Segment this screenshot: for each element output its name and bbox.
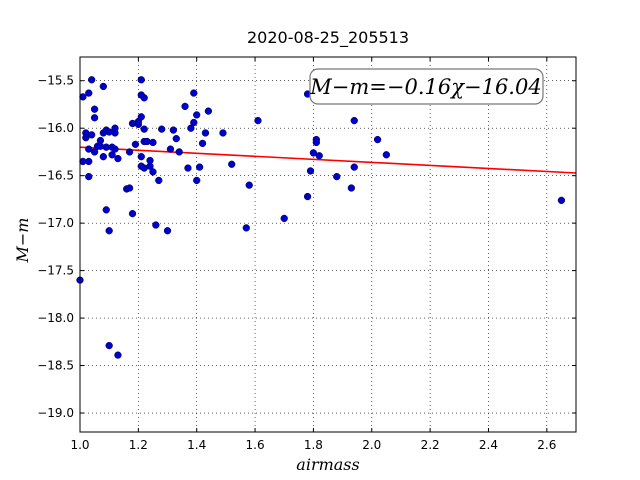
data-point [90, 148, 99, 156]
x-tick-label: 2.0 [362, 438, 381, 452]
y-tick-label: −19.0 [37, 406, 74, 420]
y-tick-label: −16.5 [37, 169, 74, 183]
data-point [149, 138, 157, 147]
data-point [187, 124, 195, 132]
data-point [85, 157, 93, 166]
data-point [280, 214, 288, 223]
data-point [102, 206, 110, 214]
data-point [312, 138, 320, 147]
data-point [155, 176, 163, 185]
x-tick-label: 2.6 [537, 438, 556, 452]
x-tick-label: 1.0 [70, 438, 89, 452]
data-point [309, 149, 318, 157]
x-tick-label: 1.8 [304, 438, 323, 452]
x-axis-label: airmass [296, 455, 359, 474]
y-tick-label: −18.5 [37, 359, 74, 373]
data-point [137, 153, 145, 161]
data-point [382, 151, 391, 159]
data-point [140, 125, 148, 133]
fit-layer [79, 146, 577, 174]
data-points [76, 76, 566, 359]
x-tick-label: 1.2 [129, 438, 148, 452]
x-tick-label: 1.6 [246, 438, 265, 452]
data-point [114, 351, 122, 359]
data-point [198, 139, 207, 148]
data-point [184, 164, 192, 172]
data-point [137, 113, 145, 121]
data-point [254, 116, 262, 125]
data-point [105, 227, 113, 235]
data-point [228, 160, 236, 168]
data-point [204, 107, 213, 115]
data-point [79, 93, 87, 101]
data-point [85, 172, 93, 181]
data-point [88, 76, 96, 84]
data-point [169, 126, 178, 134]
data-point [128, 209, 137, 218]
data-point [111, 129, 119, 137]
data-point [146, 156, 154, 165]
fit-equation-frame [309, 68, 544, 105]
data-point [373, 135, 382, 144]
x-tick-label: 2.2 [421, 438, 440, 452]
y-tick-label: −17.0 [37, 216, 74, 230]
data-point [557, 196, 566, 205]
data-point [149, 168, 157, 176]
data-point [125, 184, 134, 192]
data-point [219, 129, 227, 137]
grid [79, 57, 576, 432]
fit-equation: M−m=−0.16χ−16.04 [309, 75, 541, 99]
data-point [350, 163, 358, 171]
data-point [190, 89, 198, 97]
data-point [195, 163, 204, 171]
data-point [193, 111, 201, 119]
y-tick-label: −15.5 [37, 74, 74, 88]
data-point [193, 176, 201, 185]
data-point [125, 148, 134, 156]
data-point [333, 172, 341, 181]
data-point [245, 181, 253, 189]
data-point [163, 227, 172, 235]
y-tick-label: −18.0 [37, 311, 74, 325]
data-point [152, 221, 160, 229]
data-point [99, 153, 107, 161]
data-point [137, 76, 145, 84]
data-point [175, 148, 183, 156]
data-point [85, 89, 93, 97]
data-point [88, 131, 96, 139]
data-point [105, 341, 113, 350]
data-point [306, 167, 315, 175]
data-point [181, 102, 189, 111]
data-point [242, 224, 250, 232]
axis-ticks: 1.0 1.2 1.4 1.6 1.8 2.0 2.2 2.4 2.6 −15.5 −16.0 −16… [37, 57, 576, 452]
data-point [172, 134, 180, 143]
y-tick-label: −16.0 [37, 121, 74, 135]
data-point [85, 145, 93, 153]
x-tick-label: 2.4 [479, 438, 498, 452]
fit-line [79, 146, 577, 174]
y-axis-label: M−m [13, 218, 32, 264]
data-point [111, 145, 119, 153]
data-point [190, 118, 198, 127]
data-point [99, 82, 107, 91]
data-point [158, 125, 166, 133]
data-point [131, 140, 140, 148]
data-point [303, 192, 312, 201]
x-tick-label: 1.4 [187, 438, 206, 452]
data-point [315, 152, 323, 160]
data-point [90, 114, 99, 122]
fit-equation-box: M−m=−0.16χ−16.04 [309, 68, 544, 105]
data-point [350, 116, 358, 125]
plot-frame [79, 56, 577, 433]
chart-title: 2020-08-25_205513 [247, 28, 409, 48]
data-point [201, 129, 210, 137]
data-point [140, 94, 148, 102]
data-point [114, 154, 122, 163]
y-tick-label: −17.5 [37, 264, 74, 278]
data-point [166, 145, 175, 153]
data-point [90, 105, 99, 113]
data-point [108, 151, 116, 159]
data-point [347, 184, 355, 192]
